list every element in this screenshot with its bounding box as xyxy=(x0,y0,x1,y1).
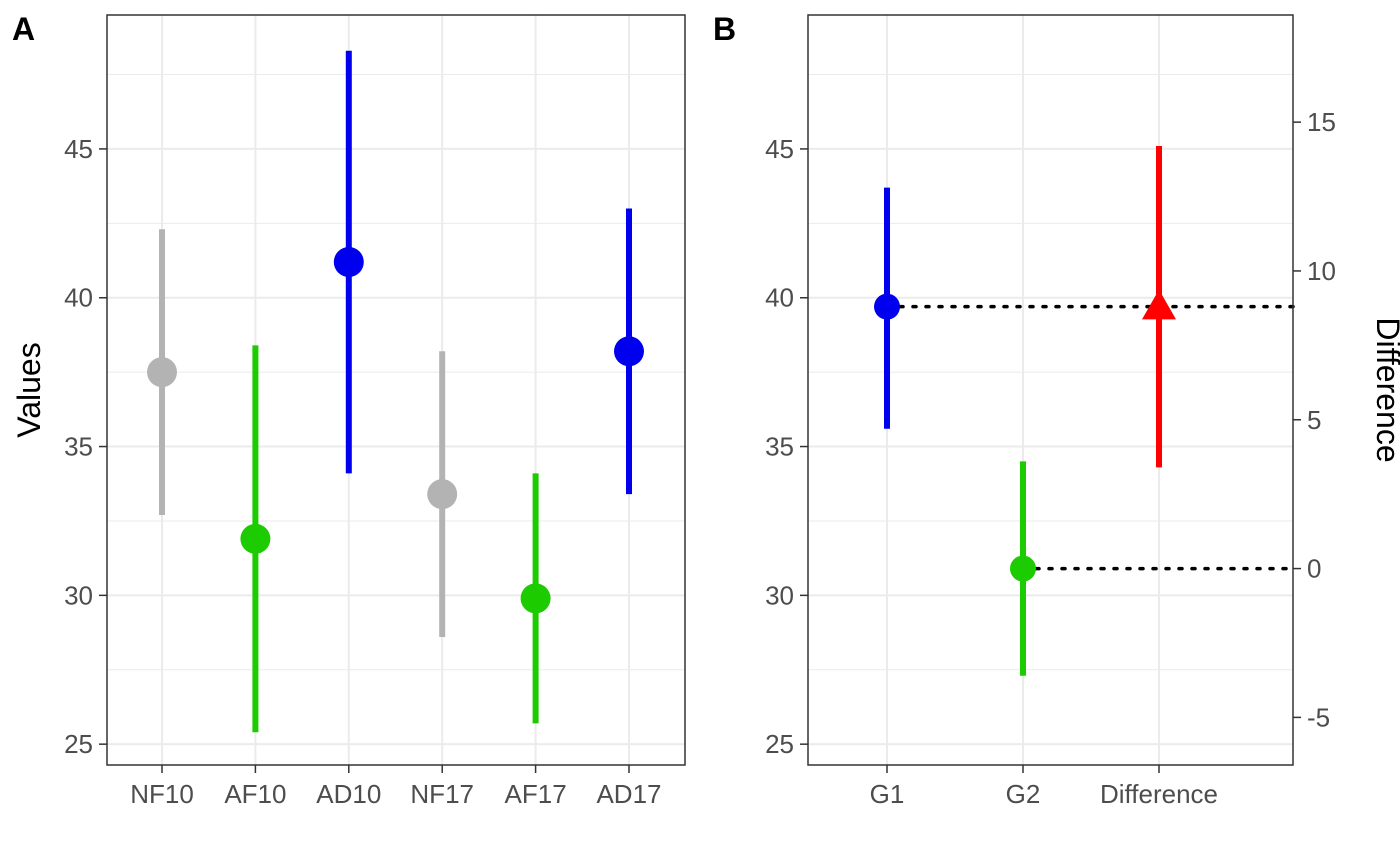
y2-tick-label: 15 xyxy=(1307,107,1336,137)
data-point xyxy=(874,293,900,320)
panel-border xyxy=(807,14,1294,766)
y-axis-title: Values xyxy=(11,342,47,437)
y-tick-label: 35 xyxy=(64,432,93,462)
data-point xyxy=(333,247,364,278)
y-tick-label: 45 xyxy=(765,134,794,164)
y-tick-label: 25 xyxy=(64,729,93,759)
y-tick-label: 40 xyxy=(765,283,794,313)
data-point xyxy=(240,523,271,554)
data-point xyxy=(427,479,458,510)
panel-a: 25 30 35 40 45 NF10 AF10 AD10 NF17 AF17 AD17 Values… xyxy=(11,11,686,809)
x-tick-label: G1 xyxy=(870,779,905,809)
x-tick-label: G2 xyxy=(1006,779,1041,809)
panel-tag: A xyxy=(12,11,35,47)
x-tick-label: AF17 xyxy=(505,779,567,809)
x-tick-label: AD10 xyxy=(316,779,381,809)
x-tick-label: AF10 xyxy=(224,779,286,809)
panel-border xyxy=(106,14,686,766)
y2-tick-label: 0 xyxy=(1307,554,1321,584)
y-tick-label: 30 xyxy=(765,580,794,610)
y2-tick-label: 10 xyxy=(1307,256,1336,286)
y2-tick-label: -5 xyxy=(1307,702,1330,732)
x-tick-label: Difference xyxy=(1100,779,1218,809)
y-tick-label: 25 xyxy=(765,729,794,759)
panel-b: 25 30 35 40 45 G1 G2 Difference -5 0 5 10 15 Differen… xyxy=(713,11,1400,809)
panel-tag: B xyxy=(713,11,736,47)
y2-tick-label: 5 xyxy=(1307,405,1321,435)
data-point xyxy=(614,336,644,367)
data-point xyxy=(520,583,551,614)
y-tick-label: 30 xyxy=(64,580,93,610)
x-tick-label: NF10 xyxy=(130,779,194,809)
data-point-triangle xyxy=(1142,289,1176,320)
y-tick-label: 45 xyxy=(64,134,93,164)
plot-background xyxy=(107,15,685,765)
y-tick-label: 35 xyxy=(765,432,794,462)
data-point xyxy=(1010,555,1036,582)
plot-background xyxy=(808,15,1293,765)
data-point xyxy=(147,357,177,388)
y-tick-label: 40 xyxy=(64,283,93,313)
y2-axis-title: Difference xyxy=(1370,317,1400,462)
x-tick-label: NF17 xyxy=(410,779,474,809)
x-tick-label: AD17 xyxy=(596,779,661,809)
